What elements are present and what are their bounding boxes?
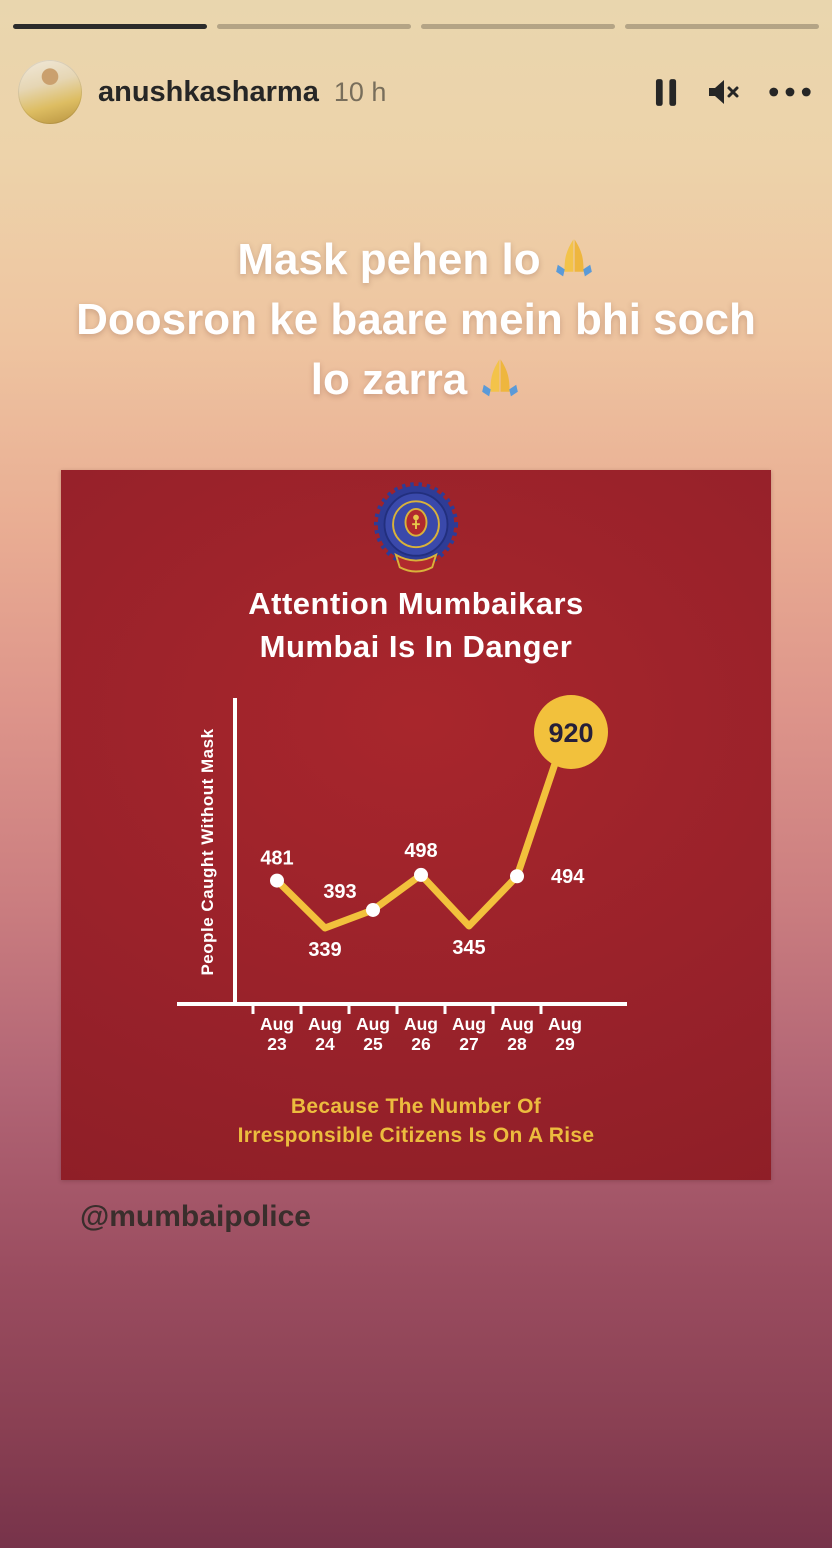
avatar[interactable] — [18, 60, 82, 124]
svg-text:Aug: Aug — [356, 1014, 390, 1034]
svg-text:Aug: Aug — [500, 1014, 534, 1034]
story-progress-bars — [13, 24, 819, 29]
pause-icon — [655, 78, 677, 106]
caption-line-1: Mask pehen lo — [0, 230, 832, 290]
pause-button[interactable] — [655, 78, 678, 107]
progress-segment[interactable] — [13, 24, 207, 29]
timestamp: 10 h — [333, 76, 387, 107]
card-title: Attention Mumbaikars Mumbai Is In Danger — [61, 582, 771, 668]
svg-text:People Caught Without Mask: People Caught Without Mask — [198, 728, 217, 975]
svg-text:393: 393 — [323, 881, 356, 903]
svg-text:481: 481 — [260, 848, 293, 870]
progress-segment[interactable] — [421, 24, 615, 29]
svg-text:23: 23 — [267, 1034, 287, 1054]
folded-hands-emoji — [482, 359, 519, 397]
svg-text:Aug: Aug — [308, 1014, 342, 1034]
folded-hands-emoji — [555, 239, 592, 277]
header-icons — [655, 78, 812, 107]
card-title-line-2: Mumbai Is In Danger — [259, 629, 573, 664]
svg-text:26: 26 — [411, 1034, 431, 1054]
svg-text:Aug: Aug — [548, 1014, 582, 1034]
progress-segment[interactable] — [217, 24, 411, 29]
caption-line-3: lo zarra — [0, 350, 832, 410]
story-header: anushkasharma 10 h — [18, 58, 812, 126]
card-footer-line-2: Irresponsible Citizens Is On A Rise — [237, 1124, 595, 1147]
caption-text-1: Mask pehen lo — [237, 235, 541, 284]
svg-text:Aug: Aug — [404, 1014, 438, 1034]
caption-text-3: lo zarra — [310, 355, 468, 404]
svg-text:Aug: Aug — [452, 1014, 486, 1034]
volume-muted-icon — [709, 80, 739, 104]
mumbai-police-card: Attention Mumbaikars Mumbai Is In Danger… — [61, 470, 771, 1180]
svg-text:27: 27 — [459, 1034, 478, 1054]
more-options-button[interactable] — [768, 86, 812, 98]
card-footer-line-1: Because The Number Of — [290, 1095, 542, 1118]
mumbai-police-badge-icon — [373, 482, 459, 573]
svg-text:339: 339 — [308, 939, 341, 961]
mute-button[interactable] — [706, 78, 740, 106]
card-footer: Because The Number Of Irresponsible Citi… — [61, 1092, 771, 1150]
svg-text:345: 345 — [452, 937, 485, 959]
progress-segment[interactable] — [625, 24, 819, 29]
svg-text:25: 25 — [363, 1034, 383, 1054]
username[interactable]: anushkasharma — [98, 75, 319, 108]
mask-violations-line-chart: 481339393498345494920Aug23Aug24Aug25Aug2… — [177, 695, 627, 1054]
svg-text:28: 28 — [507, 1034, 527, 1054]
caption-line-2: Doosron ke baare mein bhi soch — [76, 295, 756, 344]
card-title-line-1: Attention Mumbaikars — [248, 586, 584, 621]
svg-text:498: 498 — [404, 840, 437, 862]
svg-text:29: 29 — [555, 1034, 575, 1054]
more-options-icon — [769, 87, 811, 97]
svg-text:24: 24 — [315, 1034, 335, 1054]
mention-mumbaipolice[interactable]: @mumbaipolice — [80, 1200, 311, 1233]
svg-text:Aug: Aug — [260, 1014, 294, 1034]
svg-text:920: 920 — [548, 718, 593, 748]
svg-text:494: 494 — [551, 866, 585, 888]
story-caption: Mask pehen lo Doosron ke baare mein bhi … — [0, 230, 832, 410]
